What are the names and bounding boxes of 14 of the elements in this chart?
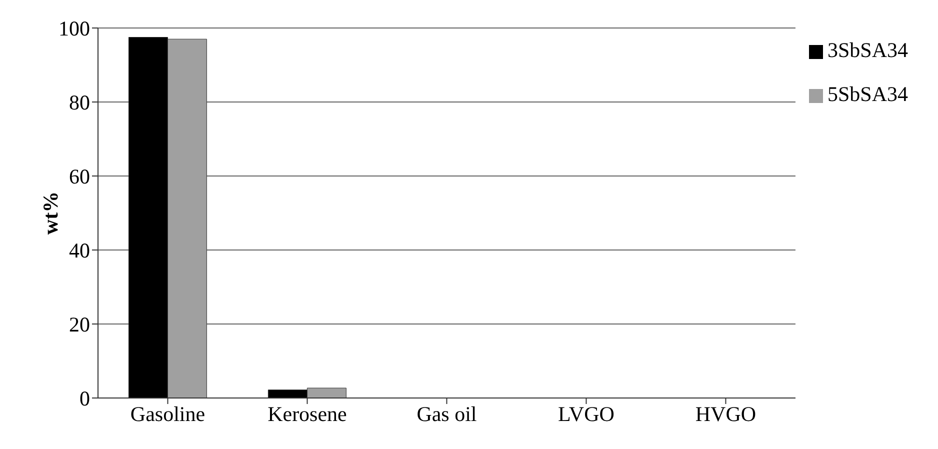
y-tick-label: 0 [80,386,90,410]
y-axis-title: wt% [38,191,62,235]
y-tick-label: 40 [69,238,90,262]
y-tick-label: 60 [69,164,90,188]
y-tick-label: 80 [69,90,90,114]
x-tick-label: LVGO [558,402,614,426]
x-tick-label: Kerosene [268,402,347,426]
x-tick-label: Gas oil [416,402,477,426]
legend-label: 5SbSA34 [827,82,908,106]
legend-label: 3SbSA34 [827,38,908,62]
x-tick-label: HVGO [695,402,756,426]
x-tick-label: Gasoline [130,402,206,426]
y-tick-label: 100 [58,16,90,40]
y-tick-label: 20 [69,312,90,336]
